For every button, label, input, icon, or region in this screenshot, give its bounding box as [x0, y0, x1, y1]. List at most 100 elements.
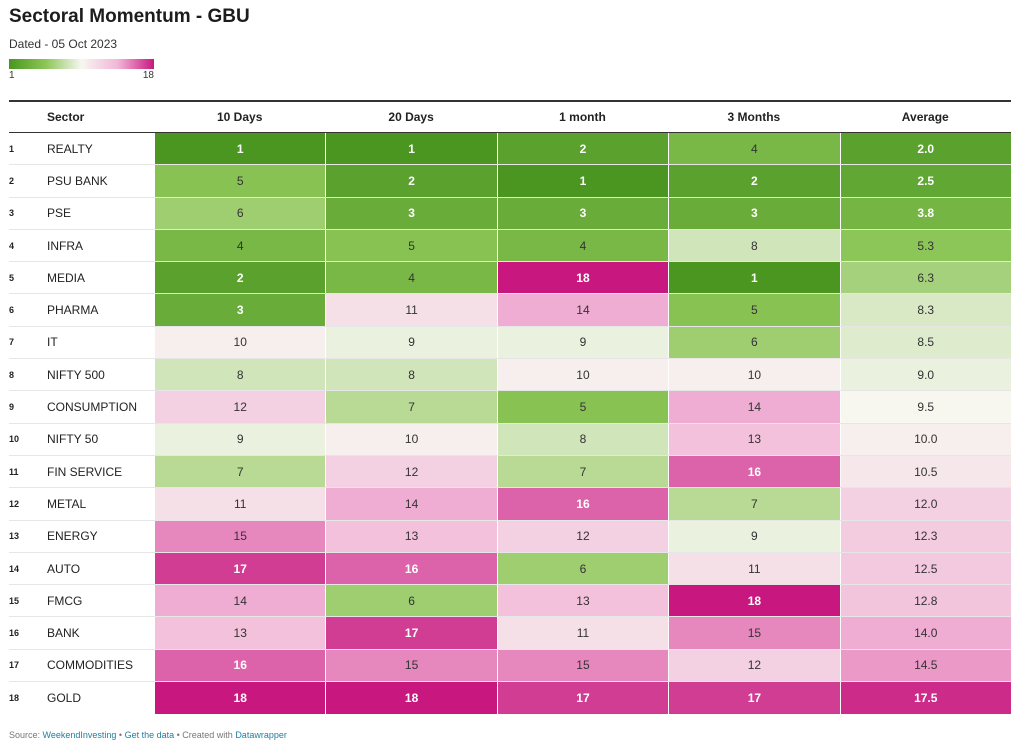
heat-cell: 17 — [325, 617, 497, 649]
sector-cell: BANK — [47, 626, 80, 641]
heat-cell: 2 — [496, 133, 669, 165]
heat-cell: 12 — [325, 455, 497, 488]
table-row: 4 INFRA 4 5 4 8 5.3 — [9, 229, 1011, 263]
heat-cell: 6 — [154, 197, 326, 229]
chart-title: Sectoral Momentum - GBU — [9, 6, 250, 27]
heat-cell: 13 — [154, 617, 326, 649]
table-row: 13 ENERGY 15 13 12 9 12.3 — [9, 520, 1011, 553]
heat-cell: 3 — [325, 197, 497, 229]
heat-cell: 6 — [496, 552, 669, 585]
heat-cell: 5 — [668, 294, 840, 326]
table-row: 18 GOLD 18 18 17 17 17.5 — [9, 682, 1011, 715]
header-average: Average — [901, 110, 949, 124]
table-row: 12 METAL 11 14 16 7 12.0 — [9, 488, 1011, 521]
heat-cell: 10.5 — [839, 455, 1011, 488]
sector-cell: NIFTY 500 — [47, 367, 105, 382]
rank-cell: 4 — [9, 240, 15, 251]
heat-cell: 2.0 — [839, 133, 1011, 165]
heat-cell: 8.3 — [839, 294, 1011, 326]
rank-cell: 8 — [9, 369, 15, 380]
legend-labels: 1 18 — [9, 69, 154, 81]
heat-cell: 14 — [496, 294, 669, 326]
heat-cell: 8 — [496, 423, 669, 455]
rank-cell: 5 — [9, 272, 15, 283]
rank-cell: 17 — [9, 660, 20, 671]
heat-cell: 16 — [668, 455, 840, 488]
heat-cell: 7 — [325, 391, 497, 423]
heat-cell: 7 — [668, 488, 840, 520]
sector-cell: COMMODITIES — [47, 658, 133, 673]
heat-cell: 3.8 — [839, 197, 1011, 229]
source-link[interactable]: WeekendInvesting — [42, 730, 117, 740]
table-row: 8 NIFTY 500 8 8 10 10 9.0 — [9, 359, 1011, 392]
table-row: 11 FIN SERVICE 7 12 7 16 10.5 — [9, 455, 1011, 489]
color-legend: 1 18 — [9, 59, 154, 81]
sector-cell: CONSUMPTION — [47, 400, 137, 415]
header-20-days: 20 Days — [388, 110, 434, 124]
heat-cell: 1 — [496, 165, 669, 197]
heat-cell: 12 — [668, 649, 840, 682]
heat-cell: 12.8 — [839, 585, 1011, 617]
chart-subtitle: Dated - 05 Oct 2023 — [9, 37, 118, 51]
footer-separator: • — [116, 730, 125, 740]
heat-cell: 14.5 — [839, 649, 1011, 682]
heat-cell: 18 — [325, 682, 497, 715]
table-row: 10 NIFTY 50 9 10 8 13 10.0 — [9, 423, 1011, 456]
heat-cell: 18 — [154, 682, 326, 715]
rank-cell: 14 — [9, 563, 20, 574]
heat-cell: 14.0 — [839, 617, 1011, 649]
rank-cell: 3 — [9, 208, 15, 219]
sector-cell: PSU BANK — [47, 173, 108, 188]
heat-cell: 15 — [668, 617, 840, 649]
heat-cell: 12.0 — [839, 488, 1011, 520]
heat-cell: 7 — [154, 455, 326, 488]
rank-cell: 11 — [9, 466, 19, 477]
table-row: 1 REALTY 1 1 2 4 2.0 — [9, 133, 1011, 166]
table-row: 14 AUTO 17 16 6 11 12.5 — [9, 552, 1011, 586]
sector-cell: FIN SERVICE — [47, 464, 123, 479]
sector-cell: MEDIA — [47, 270, 86, 285]
table-header-row: Sector 10 Days 20 Days 1 month 3 Months Avera… — [9, 102, 1011, 133]
table-row: 9 CONSUMPTION 12 7 5 14 9.5 — [9, 391, 1011, 424]
heat-cell: 8 — [668, 229, 840, 262]
rank-cell: 18 — [9, 693, 20, 704]
heat-cell: 14 — [325, 488, 497, 520]
datawrapper-link[interactable]: Datawrapper — [235, 730, 287, 740]
heat-cell: 3 — [154, 294, 326, 326]
header-1-month: 1 month — [559, 110, 606, 124]
heat-cell: 2.5 — [839, 165, 1011, 197]
heat-cell: 17 — [496, 682, 669, 715]
rank-cell: 1 — [9, 143, 15, 154]
table-row: 5 MEDIA 2 4 18 1 6.3 — [9, 262, 1011, 295]
rank-cell: 2 — [9, 175, 15, 186]
heat-cell: 10 — [496, 359, 669, 391]
get-data-link[interactable]: Get the data — [124, 730, 175, 740]
heat-cell: 1 — [154, 133, 326, 165]
footer-source-prefix: Source: — [9, 730, 43, 740]
sector-cell: INFRA — [47, 238, 83, 253]
table-row: 7 IT 10 9 9 6 8.5 — [9, 326, 1011, 360]
heat-cell: 18 — [668, 585, 840, 617]
heat-cell: 6.3 — [839, 262, 1011, 294]
heat-cell: 5.3 — [839, 229, 1011, 262]
rank-cell: 10 — [9, 434, 20, 445]
table-row: 2 PSU BANK 5 2 1 2 2.5 — [9, 165, 1011, 198]
footer: Source: WeekendInvesting • Get the data … — [9, 730, 287, 740]
sector-cell: PSE — [47, 206, 72, 221]
heat-cell: 17.5 — [839, 682, 1011, 715]
heat-cell: 2 — [325, 165, 497, 197]
table-row: 6 PHARMA 3 11 14 5 8.3 — [9, 294, 1011, 327]
sector-cell: FMCG — [47, 593, 83, 608]
rank-cell: 9 — [9, 402, 15, 413]
heat-cell: 9.0 — [839, 359, 1011, 391]
heat-cell: 15 — [496, 649, 669, 682]
header-sector: Sector — [47, 110, 85, 124]
heat-cell: 13 — [668, 423, 840, 455]
heat-cell: 13 — [496, 585, 669, 617]
heat-cell: 3 — [496, 197, 669, 229]
heat-cell: 12.5 — [839, 552, 1011, 585]
heat-cell: 2 — [154, 262, 326, 294]
heat-cell: 7 — [496, 455, 669, 488]
heat-cell: 1 — [668, 262, 840, 294]
heatmap-table: Sector 10 Days 20 Days 1 month 3 Months Avera… — [9, 100, 1011, 715]
